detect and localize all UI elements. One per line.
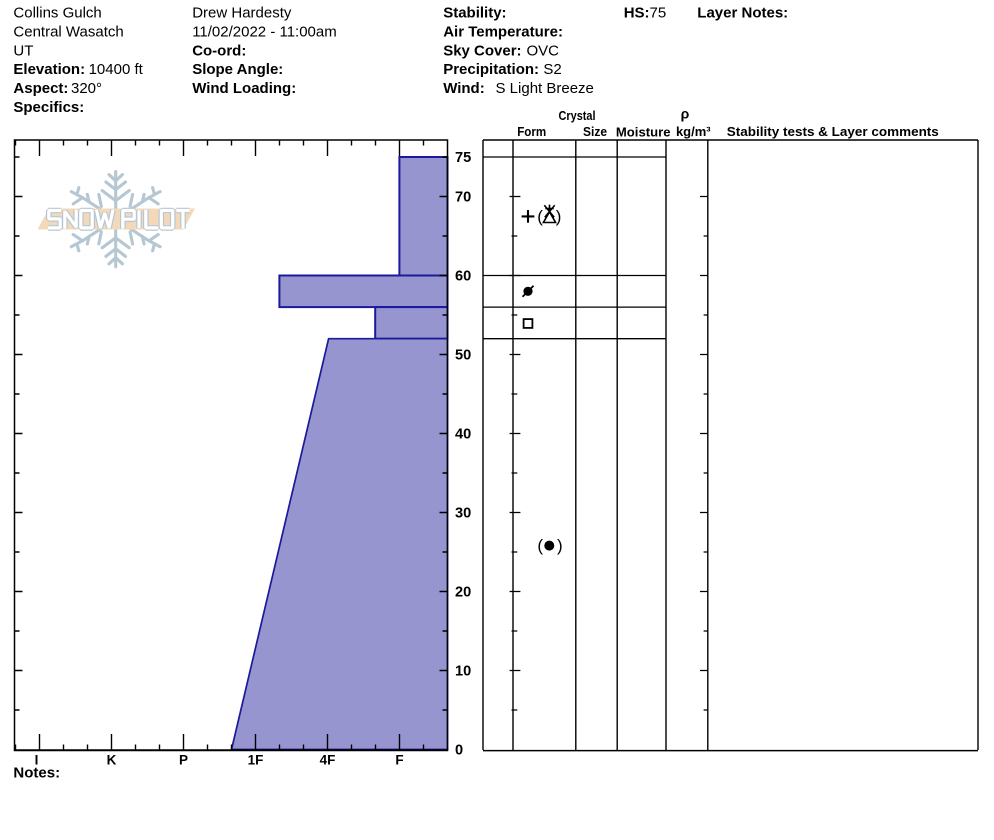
svg-text:75: 75 [455, 150, 471, 166]
svg-text:kg/m³: kg/m³ [676, 124, 711, 139]
svg-text:20: 20 [455, 585, 471, 601]
svg-text:11/02/2022 - 11:00am: 11/02/2022 - 11:00am [192, 23, 337, 40]
svg-text:Moisture: Moisture [616, 125, 671, 140]
svg-text:F: F [395, 753, 403, 768]
svg-text:Aspect:320°: Aspect: 320° [13, 80, 102, 97]
svg-text:Sky Cover:OVC: Sky Cover: OVC [443, 42, 559, 59]
svg-text:K: K [107, 753, 117, 768]
svg-text:50: 50 [455, 348, 471, 364]
svg-text:Form: Form [517, 124, 546, 139]
svg-text:Size: Size [583, 124, 607, 139]
svg-text:Stability:: Stability: [443, 5, 506, 22]
svg-text:1F: 1F [248, 753, 264, 768]
svg-text:): ) [557, 536, 563, 555]
svg-text:Drew Hardesty: Drew Hardesty [192, 5, 292, 22]
svg-text:I: I [35, 753, 39, 768]
svg-text:Layer Notes:: Layer Notes: [697, 5, 788, 22]
svg-text:Slope Angle:: Slope Angle: [192, 61, 283, 78]
svg-text:40: 40 [455, 427, 471, 443]
svg-text:UT: UT [13, 42, 33, 59]
svg-text:Central Wasatch: Central Wasatch [13, 23, 123, 40]
svg-text:4F: 4F [320, 753, 336, 768]
svg-text:Collins Gulch: Collins Gulch [13, 5, 101, 22]
svg-text:HS:75: HS:75 [624, 5, 667, 22]
svg-text:Wind Loading:: Wind Loading: [192, 80, 296, 97]
svg-text:(: ( [537, 207, 543, 226]
svg-text:(: ( [537, 536, 543, 555]
svg-text:Precipitation:S2: Precipitation: S2 [443, 61, 562, 78]
svg-text:Stability tests & Layer commen: Stability tests & Layer comments [727, 124, 939, 139]
svg-text:Wind:S Light Breeze: Wind: S Light Breeze [443, 80, 594, 97]
svg-text:P: P [179, 753, 188, 768]
svg-text:ρ: ρ [681, 106, 690, 122]
svg-text:60: 60 [455, 269, 471, 285]
svg-text:): ) [556, 207, 562, 226]
svg-text:70: 70 [455, 190, 471, 206]
svg-text:Crystal: Crystal [559, 108, 596, 123]
svg-text:Air Temperature:: Air Temperature: [443, 23, 563, 40]
svg-text:30: 30 [455, 506, 471, 522]
svg-text:0: 0 [455, 743, 463, 759]
svg-text:Elevation:10400 ft: Elevation: 10400 ft [13, 61, 143, 78]
svg-text:Notes:: Notes: [13, 765, 60, 782]
svg-text:Co-ord:: Co-ord: [192, 42, 246, 59]
svg-text:10: 10 [455, 664, 471, 680]
svg-text:Specifics:: Specifics: [13, 99, 84, 116]
